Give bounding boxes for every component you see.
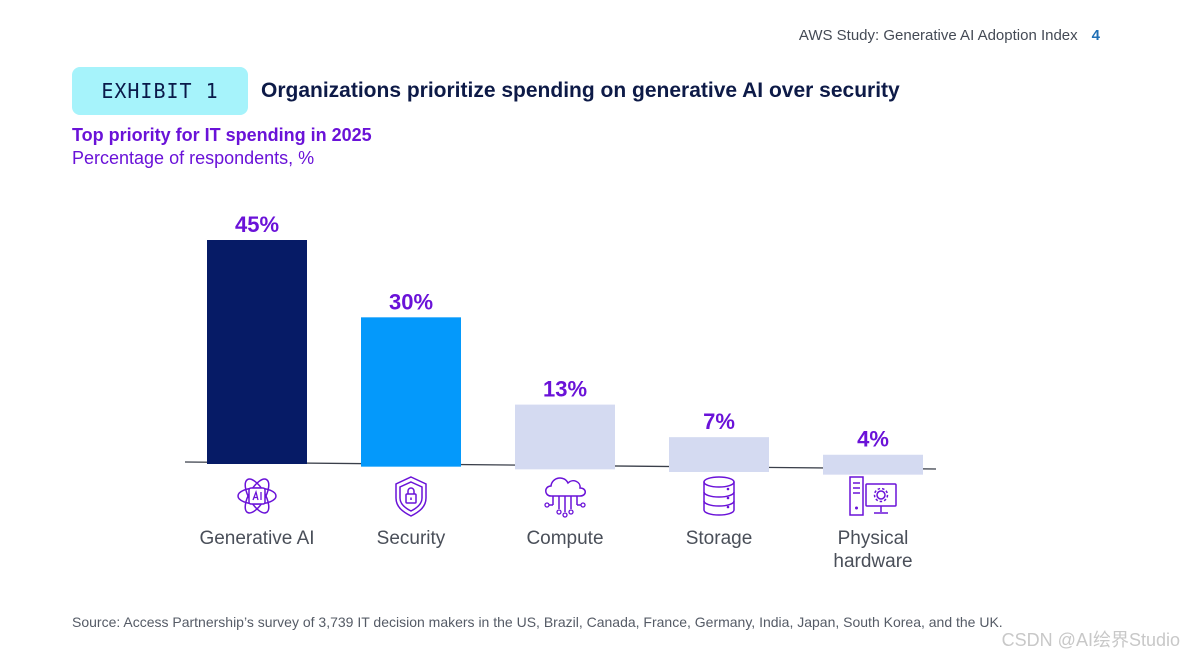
bar-storage [669,437,769,472]
physical-hardware-icon [849,476,897,516]
source-note: Source: Access Partnership’s survey of 3… [72,614,1003,630]
category-label: Storage [686,528,753,549]
chart-subtitle: Percentage of respondents, % [72,148,315,168]
bar-physical-hardware [823,454,923,475]
watermark: CSDN @AI绘界Studio [1001,630,1180,650]
security-shield-icon [395,476,427,517]
bar-chart: 45% Generative AI 30% Security 13% Compute 7% S… [184,212,937,572]
category-label: Security [377,528,446,549]
value-label: 45% [235,212,279,237]
ai-chip-icon [237,478,277,514]
category-label: Physical hardware [833,528,912,572]
category-label: Compute [526,528,603,549]
bar-generative-ai [207,240,307,464]
page-number: 4 [1091,27,1100,44]
document-title: AWS Study: Generative AI Adoption Index [798,27,1078,44]
category-label: Generative AI [199,528,314,549]
value-label: 13% [543,377,587,402]
exhibit-badge: EXHIBIT 1 [72,67,248,115]
storage-database-icon [703,476,735,516]
exhibit-title: Organizations prioritize spending on gen… [261,79,900,102]
chart-title: Top priority for IT spending in 2025 [72,125,372,145]
bar-compute [515,404,615,470]
value-label: 4% [857,427,889,452]
cloud-compute-icon [544,477,586,518]
page-header: AWS Study: Generative AI Adoption Index … [799,27,1100,44]
value-label: 30% [389,289,433,314]
bar-security [361,317,461,467]
value-label: 7% [703,409,735,434]
